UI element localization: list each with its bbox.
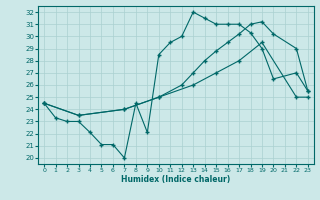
X-axis label: Humidex (Indice chaleur): Humidex (Indice chaleur) — [121, 175, 231, 184]
